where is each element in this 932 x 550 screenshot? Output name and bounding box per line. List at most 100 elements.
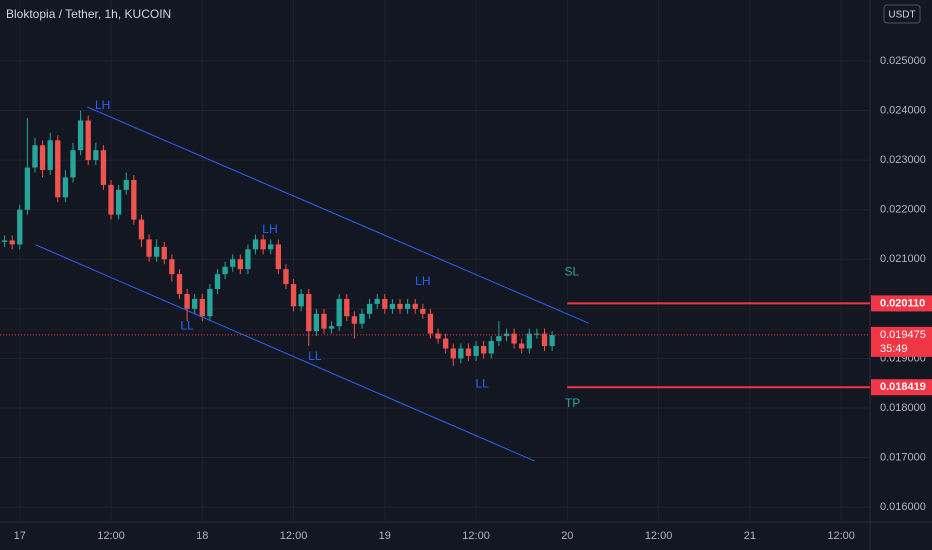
level-box bbox=[871, 379, 932, 396]
annotation: LL bbox=[180, 318, 194, 332]
candle-body bbox=[108, 184, 114, 215]
candle-body bbox=[237, 259, 243, 270]
candle-body bbox=[32, 145, 38, 168]
y-tick-label: 0.018000 bbox=[880, 402, 926, 414]
annotation: LH bbox=[415, 274, 430, 288]
x-tick-label: 12:00 bbox=[97, 530, 125, 542]
candle-body bbox=[382, 298, 388, 309]
y-tick-label: 0.016000 bbox=[880, 501, 926, 513]
candle-body bbox=[85, 120, 91, 161]
candle-body bbox=[169, 259, 175, 275]
chart-title: Bloktopia / Tether, 1h, KUCOIN bbox=[6, 7, 171, 21]
candle-body bbox=[306, 293, 312, 332]
annotation: LH bbox=[95, 98, 110, 112]
level-box bbox=[871, 295, 932, 312]
candle-body bbox=[138, 219, 145, 240]
candle-body bbox=[549, 335, 555, 347]
candle-body bbox=[17, 209, 23, 245]
candle-body bbox=[230, 259, 236, 267]
candle-body bbox=[55, 140, 61, 198]
level-label: 0.020110 bbox=[880, 297, 925, 309]
y-tick-label: 0.022000 bbox=[880, 204, 926, 216]
y-tick-label: 0.021000 bbox=[880, 253, 926, 265]
candle-body bbox=[496, 336, 502, 342]
x-tick-label: 21 bbox=[744, 530, 756, 542]
x-tick-label: 19 bbox=[379, 530, 391, 542]
annotation: SL bbox=[565, 264, 580, 278]
candle-body bbox=[77, 120, 84, 151]
candle-body bbox=[397, 303, 403, 309]
candle-body bbox=[153, 246, 160, 257]
y-tick-label: 0.025000 bbox=[880, 55, 926, 67]
annotation: TP bbox=[565, 396, 580, 410]
candle-body bbox=[207, 289, 213, 317]
candle-body bbox=[252, 239, 259, 250]
x-tick-label: 12:00 bbox=[462, 530, 490, 542]
candle-body bbox=[268, 244, 274, 250]
x-tick-label: 18 bbox=[196, 530, 208, 542]
candle-body bbox=[100, 150, 107, 185]
candle-body bbox=[465, 348, 472, 356]
grid bbox=[0, 0, 870, 522]
candle-body bbox=[184, 293, 190, 309]
x-tick-label: 20 bbox=[561, 530, 573, 542]
level-label: 0.018419 bbox=[880, 381, 926, 393]
candle-body bbox=[1, 240, 8, 242]
annotation: LL bbox=[308, 349, 322, 363]
x-tick-label: 12:00 bbox=[645, 530, 673, 542]
candle-body bbox=[321, 313, 327, 329]
candle-body bbox=[131, 179, 137, 220]
candle-body bbox=[473, 346, 479, 356]
candle-body bbox=[344, 298, 350, 317]
candle-body bbox=[366, 303, 373, 314]
candle-body bbox=[39, 145, 46, 171]
candle-body bbox=[275, 244, 282, 270]
candle-body bbox=[146, 239, 152, 257]
candle-body bbox=[245, 249, 251, 270]
last-price-label: 0.019475 bbox=[880, 329, 926, 341]
candle-body bbox=[24, 167, 31, 210]
candle-body bbox=[541, 333, 548, 347]
candle-body bbox=[70, 150, 76, 178]
y-tick-label: 0.017000 bbox=[880, 451, 926, 463]
x-tick-label: 17 bbox=[14, 530, 26, 542]
y-tick-label: 0.023000 bbox=[880, 154, 926, 166]
plot: LH LH LH LL LL LL SL TP bbox=[0, 98, 870, 462]
candle-body bbox=[47, 140, 53, 171]
last-price-box bbox=[871, 326, 932, 357]
candle-body bbox=[374, 298, 380, 304]
x-tick-label: 12:00 bbox=[827, 530, 855, 542]
y-tick-label: 0.024000 bbox=[880, 104, 926, 116]
candle-body bbox=[115, 189, 122, 215]
candle-body bbox=[336, 298, 342, 327]
currency[interactable]: USDT bbox=[888, 10, 915, 21]
candle-body bbox=[420, 308, 426, 314]
candle-body bbox=[511, 333, 517, 344]
candle-body bbox=[283, 269, 289, 285]
candle-body bbox=[519, 343, 525, 349]
candle-body bbox=[351, 316, 358, 324]
trend-line bbox=[87, 106, 589, 324]
candle-body bbox=[481, 346, 487, 354]
candle-body bbox=[526, 333, 532, 349]
candle-body bbox=[328, 326, 335, 329]
candle-body bbox=[534, 333, 540, 335]
annotation: LL bbox=[475, 376, 489, 390]
candle-body bbox=[290, 284, 297, 307]
candle-body bbox=[161, 246, 167, 260]
candle-body bbox=[313, 313, 320, 332]
candle-body bbox=[458, 348, 464, 359]
currency-box[interactable] bbox=[883, 4, 921, 24]
candle-body bbox=[450, 348, 456, 359]
candle-body bbox=[435, 333, 441, 339]
annotation: LH bbox=[262, 222, 277, 236]
candle-body bbox=[214, 274, 221, 290]
candle-body bbox=[427, 313, 434, 334]
candle-body bbox=[260, 239, 266, 250]
candle-body bbox=[442, 338, 449, 349]
candle-body bbox=[488, 341, 494, 354]
x-tick-label: 12:00 bbox=[280, 530, 308, 542]
candle-body bbox=[123, 179, 129, 190]
